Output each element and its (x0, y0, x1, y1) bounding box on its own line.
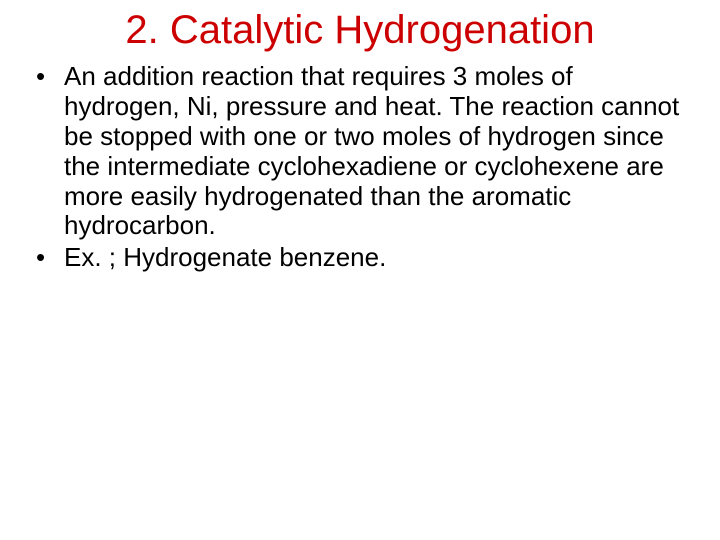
list-item: An addition reaction that requires 3 mol… (60, 62, 690, 241)
slide: 2. Catalytic Hydrogenation An addition r… (0, 0, 720, 540)
list-item: Ex. ; Hydrogenate benzene. (60, 243, 690, 273)
bullet-list: An addition reaction that requires 3 mol… (30, 62, 690, 273)
slide-title: 2. Catalytic Hydrogenation (30, 8, 690, 52)
